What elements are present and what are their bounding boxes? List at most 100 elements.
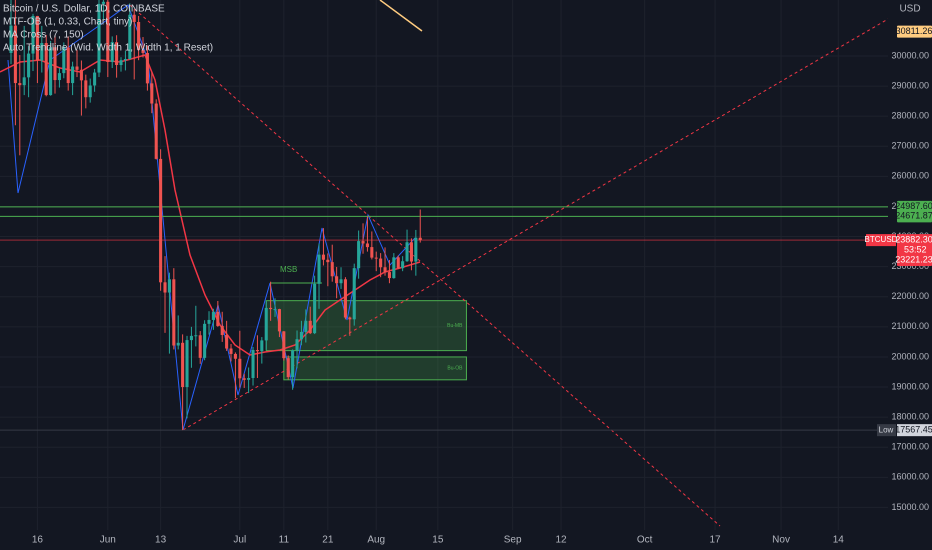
indicator-legend: MTF-OB (1, 0.33, Chart, tiny) [3, 17, 132, 28]
x-tick-label: 13 [155, 535, 167, 546]
price-badge [897, 200, 932, 213]
low-name: Low [879, 425, 894, 434]
candle-body [9, 25, 13, 53]
candle-body [242, 378, 246, 380]
candle-body [304, 320, 308, 332]
x-tick-label: Jun [100, 535, 116, 546]
zones: Bu-MB Bu-OB [265, 300, 467, 381]
y-tick-label: 21000.00 [891, 321, 929, 331]
candle-body [308, 320, 312, 334]
candle-body [203, 323, 207, 358]
y-tick-label: 18000.00 [891, 412, 929, 422]
candles [9, 0, 422, 431]
y-tick-label: 22000.00 [891, 291, 929, 301]
candle-body [18, 83, 22, 86]
y-tick-label: 19000.00 [891, 381, 929, 391]
candle-body [31, 15, 35, 54]
candle-body [66, 47, 70, 84]
candle-body [405, 242, 409, 262]
y-tick-label: 16000.00 [891, 472, 929, 482]
candle-body [343, 279, 347, 318]
candle-body [383, 267, 387, 273]
candle-body [97, 3, 101, 73]
candle-body [291, 350, 295, 378]
low-value-label: 17567.45 [895, 425, 932, 435]
candle-body [40, 43, 44, 61]
last-price-badge [897, 234, 932, 257]
x-tick-label: Oct [637, 535, 653, 546]
candle-body [216, 311, 220, 326]
candle-body [348, 317, 352, 320]
candle-body [141, 49, 145, 53]
candle-body [115, 42, 119, 66]
y-tick-label: 27000.00 [891, 141, 929, 151]
y-tick-label: 17000.00 [891, 442, 929, 452]
candle-body [277, 309, 281, 332]
candle-body [84, 80, 88, 98]
x-tick-label: Aug [367, 535, 385, 546]
x-tick-label: Nov [772, 535, 790, 546]
candle-body [79, 69, 83, 81]
candle-body [414, 237, 418, 262]
moving-average [379, 0, 423, 32]
y-tick-label: 30000.00 [891, 50, 929, 60]
x-tick-label: 14 [833, 535, 845, 546]
candle-body [379, 258, 383, 268]
symbol-badge [866, 234, 896, 247]
candle-body [313, 283, 317, 334]
chart-title: Bitcoin / U.S. Dollar, 1D, COINBASE [3, 4, 165, 15]
candle-body [75, 66, 79, 70]
candle-body [370, 247, 374, 258]
candle-body [401, 261, 405, 269]
candle-body [374, 257, 378, 259]
low-badge [877, 424, 896, 437]
candle-body [269, 307, 273, 310]
candle-body [53, 47, 57, 81]
low-value-badge [897, 424, 932, 437]
candle-body [361, 241, 365, 244]
candle-body [101, 1, 105, 4]
candle-body [132, 14, 136, 22]
candle-body [185, 340, 189, 388]
y-tick-label: 26000.00 [891, 171, 929, 181]
candle-body [167, 279, 171, 293]
price-badge-label: 30811.26 [896, 26, 932, 36]
candle-body [326, 259, 330, 263]
candle-body [62, 47, 66, 74]
candle-body [57, 73, 61, 81]
price-axis [888, 0, 932, 550]
candle-body [321, 254, 325, 260]
candle-body [225, 334, 229, 349]
candle-body [119, 60, 123, 66]
candle-body [145, 52, 149, 84]
candle-body [264, 307, 268, 341]
symbol-label: BTCUSD [865, 235, 898, 244]
candle-body [273, 309, 277, 311]
candle-body [282, 331, 286, 359]
zone-label: Bu-OB [447, 366, 463, 372]
price-badge-label: 24987.60 [895, 201, 932, 211]
candle-body [247, 378, 251, 380]
candle-body [396, 257, 400, 269]
candle-body [35, 15, 39, 61]
candle-body [194, 335, 198, 337]
candle-body [22, 77, 26, 86]
indicator-legend: Auto Trendline (Wid. Width 1, Width 1, 1… [3, 43, 213, 54]
candle-body [137, 21, 141, 50]
candle-body [339, 279, 343, 284]
candle-body [172, 279, 176, 346]
trendline [129, 4, 721, 527]
x-tick-label: 11 [279, 535, 290, 546]
candle-body [49, 47, 53, 96]
candle-body [13, 25, 17, 84]
price-badge-label: 24671.87 [895, 211, 932, 221]
candle-body [198, 335, 202, 358]
candle-body [286, 358, 290, 378]
x-tick-label: 16 [32, 535, 44, 546]
candle-body [229, 348, 233, 354]
price-badge [897, 25, 932, 38]
x-tick-label: 21 [322, 535, 334, 546]
candle-body [128, 14, 132, 59]
candle-body [255, 350, 259, 352]
